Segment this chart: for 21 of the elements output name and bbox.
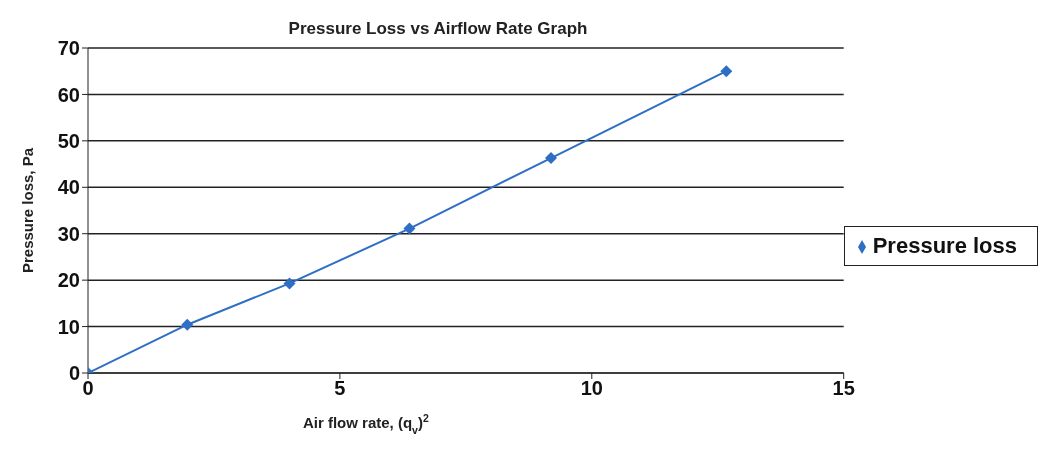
point (403, 222, 416, 235)
x-tick-label: 15 (832, 377, 855, 400)
point (720, 65, 733, 78)
y-tick-label: 60 (57, 83, 80, 106)
y-tick-label: 10 (57, 315, 80, 338)
y-tick-label: 70 (57, 37, 80, 60)
y-tick-label: 20 (57, 269, 80, 292)
point (544, 152, 557, 165)
y-tick-label: 50 (57, 129, 80, 152)
y-tick-label: 30 (57, 222, 80, 245)
chart-title: Pressure Loss vs Airflow Rate Graph (288, 19, 588, 38)
x-tick-label: 10 (580, 377, 603, 400)
x-tick-label: 0 (82, 377, 94, 400)
x-axis-title: Air flow rate, (q$_{v}$)$^{2}$ (302, 412, 429, 436)
y-tick-label: 0 (68, 362, 80, 385)
y-axis-title: Pressure loss, Pa (19, 147, 37, 274)
y-tick-label: 40 (57, 176, 80, 199)
x-tick-label: 5 (334, 377, 346, 400)
legend-label: Pressure loss (872, 232, 1017, 258)
point (283, 277, 296, 290)
point (181, 318, 194, 331)
